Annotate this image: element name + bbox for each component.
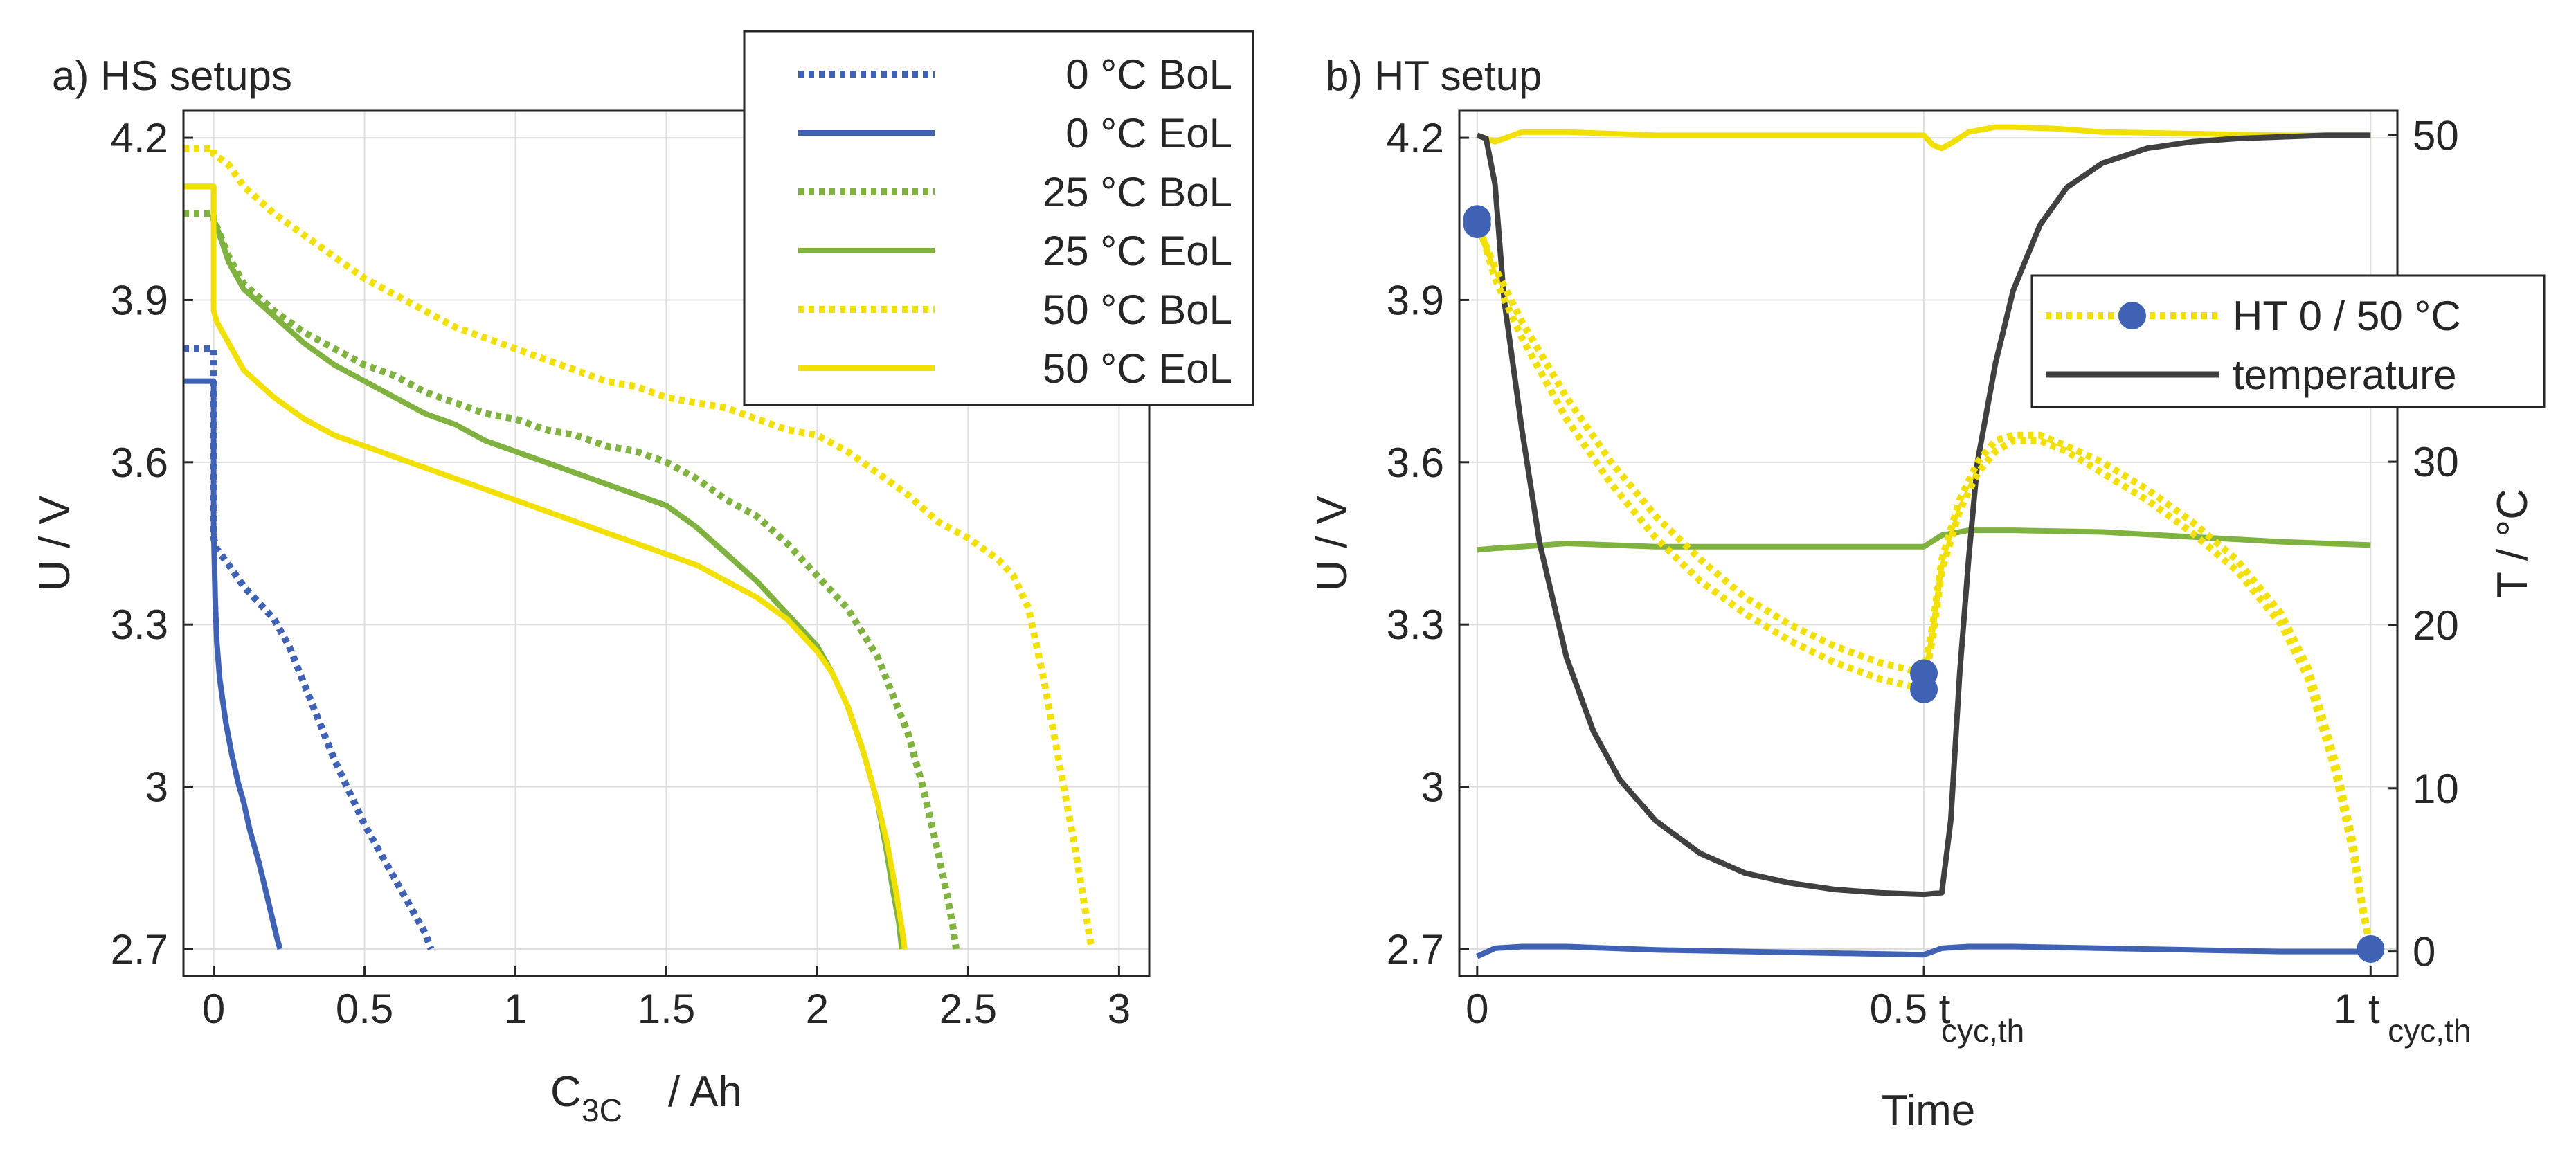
axes-box <box>1458 109 2399 977</box>
legend-label: temperature <box>2233 352 2457 398</box>
x-axis-label-subscript: 3C <box>582 1092 622 1128</box>
y-axis-label: U / V <box>31 495 79 590</box>
y-tick-label: 3.3 <box>1387 602 1444 648</box>
series-line-25-c-bol <box>183 210 960 950</box>
y-tick-label: 3.6 <box>111 440 168 486</box>
legend-marker <box>2118 302 2146 329</box>
series-line-50-c-bol <box>183 145 1096 950</box>
y-tick-label: 3.6 <box>1387 440 1444 486</box>
series-line-ht-0-50-c-discharge-b- <box>1474 217 1925 693</box>
series-line-0-c-bol <box>183 345 435 950</box>
x-tick-label: 2.5 <box>939 986 997 1032</box>
y-tick-label: 3.9 <box>1387 277 1444 323</box>
series-line-temperature <box>1476 132 2371 898</box>
x-tick-label-subscript: cyc,th <box>2388 1013 2471 1049</box>
panel-title: a) HS setups <box>52 53 292 99</box>
x-tick-label: 0 <box>1466 986 1488 1032</box>
y-right-tick-label: 0 <box>2413 929 2435 975</box>
x-axis-label-unit: / Ah <box>668 1068 742 1116</box>
series-line-ambient-25-c <box>1477 527 2371 553</box>
legend-label: 50 °C EoL <box>1043 345 1232 392</box>
legend-label: 25 °C EoL <box>1043 228 1232 274</box>
y-tick-label: 4.2 <box>1387 115 1444 161</box>
x-axis-label: C <box>550 1068 582 1116</box>
x-tick-label: 3 <box>1108 986 1131 1032</box>
legend-label: 25 °C BoL <box>1043 169 1232 215</box>
y-right-tick-label: 10 <box>2413 766 2459 812</box>
panel-a: 0 0.5 1 1.5 2 2.5 3 2.7 3 3.3 3.6 3.9 4.2 a) HS setup… <box>31 30 1254 1128</box>
series-line-50-c-eol <box>183 183 908 950</box>
series-line-ambient-50-c <box>1476 124 2371 152</box>
y-tick-label: 2.7 <box>111 926 168 973</box>
voltage-marker <box>1463 205 1491 233</box>
panel-title: b) HT setup <box>1326 53 1542 99</box>
y-right-tick-label: 50 <box>2413 112 2459 159</box>
legend-box <box>2030 274 2546 408</box>
series-line-ht-0-50-c-second-half-b- <box>1920 437 2375 950</box>
x-tick-label: 1.5 <box>638 986 695 1032</box>
legend-box <box>743 30 1254 406</box>
y-tick-label: 3 <box>145 764 168 811</box>
voltage-marker <box>1910 675 1938 703</box>
x-tick-label: 2 <box>806 986 829 1032</box>
x-tick-label-subscript: cyc,th <box>1941 1013 2024 1049</box>
y-tick-label: 3.9 <box>111 277 168 323</box>
x-tick-label: 0.5 <box>336 986 393 1032</box>
x-tick-label: 1 <box>504 986 527 1032</box>
legend-label: 0 °C BoL <box>1065 51 1232 98</box>
y-right-tick-label: 20 <box>2413 602 2459 649</box>
y-axis-label: U / V <box>1308 495 1356 590</box>
y-tick-label: 3.3 <box>111 602 168 648</box>
series-line-ht-0-50-c-discharge-a- <box>1474 223 1925 677</box>
voltage-marker <box>2357 934 2385 963</box>
y-tick-label: 2.7 <box>1387 926 1444 973</box>
legend-label: HT 0 / 50 °C <box>2233 293 2461 339</box>
legend-label: 0 °C EoL <box>1065 110 1232 156</box>
x-tick-label: 1 t <box>2334 986 2380 1032</box>
series-line-0-c-eol <box>183 378 283 950</box>
legend-label: 50 °C BoL <box>1043 287 1232 333</box>
y-tick-label: 4.2 <box>111 115 168 161</box>
y-right-tick-label: 30 <box>2413 439 2459 485</box>
y-tick-label: 3 <box>1421 764 1444 811</box>
x-tick-label: 0 <box>202 986 225 1032</box>
series-line-ambient-0-c <box>1476 943 2371 959</box>
series-line-ht-0-50-c-second-half-a- <box>1920 431 2375 950</box>
x-tick-label: 0.5 t <box>1870 986 1951 1032</box>
x-axis-label: Time <box>1882 1087 1975 1135</box>
y-right-axis-label: T / °C <box>2489 489 2537 598</box>
